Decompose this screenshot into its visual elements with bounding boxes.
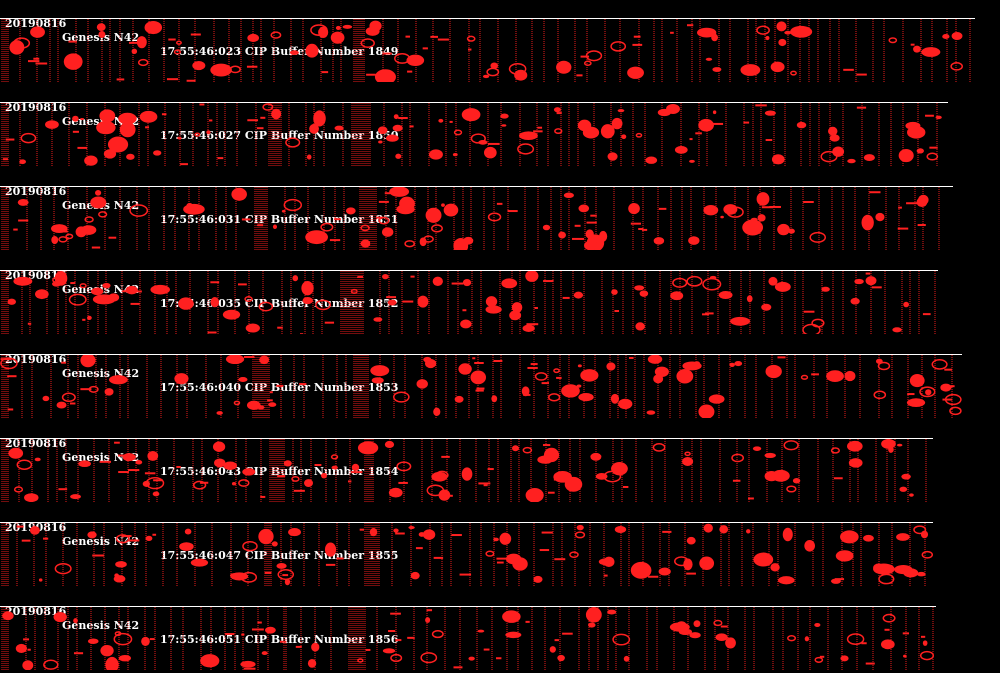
panel-rule	[0, 18, 975, 19]
panel-header: 20190816 Genesis N42 17:55:46:027 CIP Bu…	[5, 87, 398, 142]
particle-image-strip	[0, 523, 933, 586]
particle-image-canvas	[1, 187, 940, 250]
cip-buffer-panel: 20190816 Genesis N42 17:55:46:027 CIP Bu…	[0, 84, 1000, 168]
particle-image-canvas	[1, 523, 933, 586]
panel-time-buffer: 17:55:46:040 CIP Buffer Number 1853	[160, 381, 399, 394]
panel-header: 20190816 Genesis N42 17:55:46:023 CIP Bu…	[5, 3, 398, 58]
panel-probe: Genesis N42	[62, 31, 140, 44]
panel-rule	[0, 186, 953, 187]
particle-image-canvas	[1, 271, 936, 334]
panel-rule	[0, 270, 938, 271]
panel-date: 20190816	[5, 185, 67, 198]
panel-probe: Genesis N42	[62, 199, 140, 212]
particle-image-canvas	[1, 103, 942, 166]
particle-image-strip	[0, 19, 975, 82]
particle-image-strip	[0, 187, 953, 250]
panel-header: 20190816 Genesis N42 17:55:46:051 CIP Bu…	[5, 591, 398, 646]
panel-date: 20190816	[5, 605, 67, 618]
cip-buffer-panel: 20190816 Genesis N42 17:55:46:035 CIP Bu…	[0, 252, 1000, 336]
panel-date: 20190816	[5, 101, 67, 114]
panel-date: 20190816	[5, 17, 67, 30]
cip-buffer-panel: 20190816 Genesis N42 17:55:46:023 CIP Bu…	[0, 0, 1000, 84]
cip-buffer-panel: 20190816 Genesis N42 17:55:46:040 CIP Bu…	[0, 336, 1000, 420]
panel-header: 20190816 Genesis N42 17:55:46:031 CIP Bu…	[5, 171, 398, 226]
particle-image-canvas	[1, 607, 935, 670]
particle-image-strip	[0, 607, 936, 670]
cip-buffer-panel: 20190816 Genesis N42 17:55:46:043 CIP Bu…	[0, 420, 1000, 504]
panel-rule	[0, 102, 948, 103]
panel-date: 20190816	[5, 437, 67, 450]
panel-rule	[0, 522, 933, 523]
particle-image-canvas	[1, 19, 971, 82]
cip-buffer-panel: 20190816 Genesis N42 17:55:46:031 CIP Bu…	[0, 168, 1000, 252]
panel-header: 20190816 Genesis N42 17:55:46:040 CIP Bu…	[5, 339, 398, 394]
particle-image-strip	[0, 355, 962, 418]
panel-rule	[0, 438, 933, 439]
panel-rule	[0, 606, 936, 607]
particle-image-canvas	[0, 355, 962, 418]
panel-probe: Genesis N42	[62, 367, 140, 380]
particle-image-strip	[0, 271, 938, 334]
particle-image-strip	[0, 439, 933, 502]
cip-buffer-panel: 20190816 Genesis N42 17:55:46:047 CIP Bu…	[0, 504, 1000, 588]
panel-header: 20190816 Genesis N42 17:55:46:035 CIP Bu…	[5, 255, 398, 310]
particle-image-strip	[0, 103, 948, 166]
panel-date: 20190816	[5, 353, 67, 366]
panel-rule	[0, 354, 962, 355]
panel-header: 20190816 Genesis N42 17:55:46:047 CIP Bu…	[5, 507, 398, 562]
particle-image-canvas	[1, 439, 927, 502]
cip-buffer-panel: 20190816 Genesis N42 17:55:46:051 CIP Bu…	[0, 588, 1000, 672]
panel-time-buffer: 17:55:46:023 CIP Buffer Number 1849	[160, 45, 399, 58]
panel-header: 20190816 Genesis N42 17:55:46:043 CIP Bu…	[5, 423, 398, 478]
